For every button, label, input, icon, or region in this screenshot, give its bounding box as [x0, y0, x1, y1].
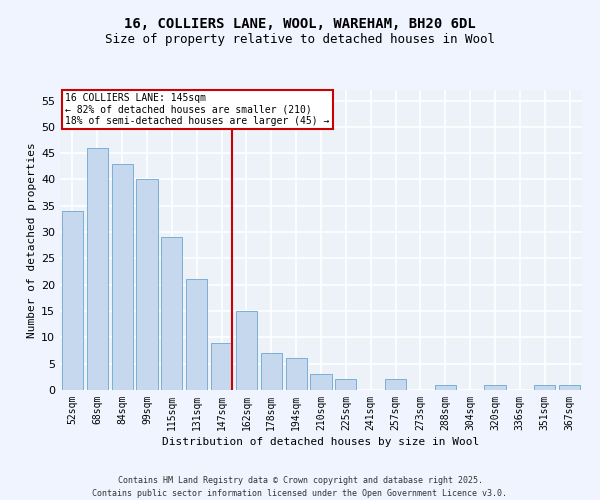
Bar: [87, 148, 108, 390]
Bar: [286, 358, 307, 390]
Bar: [310, 374, 332, 390]
Text: 16, COLLIERS LANE, WOOL, WAREHAM, BH20 6DL: 16, COLLIERS LANE, WOOL, WAREHAM, BH20 6…: [124, 18, 476, 32]
Bar: [211, 342, 232, 390]
Bar: [335, 380, 356, 390]
Bar: [559, 384, 580, 390]
Bar: [62, 211, 83, 390]
Text: Size of property relative to detached houses in Wool: Size of property relative to detached ho…: [105, 32, 495, 46]
Bar: [136, 180, 158, 390]
Text: Contains HM Land Registry data © Crown copyright and database right 2025.
Contai: Contains HM Land Registry data © Crown c…: [92, 476, 508, 498]
Bar: [435, 384, 456, 390]
Bar: [534, 384, 555, 390]
Bar: [236, 311, 257, 390]
Bar: [385, 380, 406, 390]
Bar: [112, 164, 133, 390]
Bar: [261, 353, 282, 390]
Y-axis label: Number of detached properties: Number of detached properties: [27, 142, 37, 338]
Bar: [186, 280, 207, 390]
Bar: [161, 238, 182, 390]
Text: 16 COLLIERS LANE: 145sqm
← 82% of detached houses are smaller (210)
18% of semi-: 16 COLLIERS LANE: 145sqm ← 82% of detach…: [65, 93, 329, 126]
X-axis label: Distribution of detached houses by size in Wool: Distribution of detached houses by size …: [163, 437, 479, 447]
Bar: [484, 384, 506, 390]
